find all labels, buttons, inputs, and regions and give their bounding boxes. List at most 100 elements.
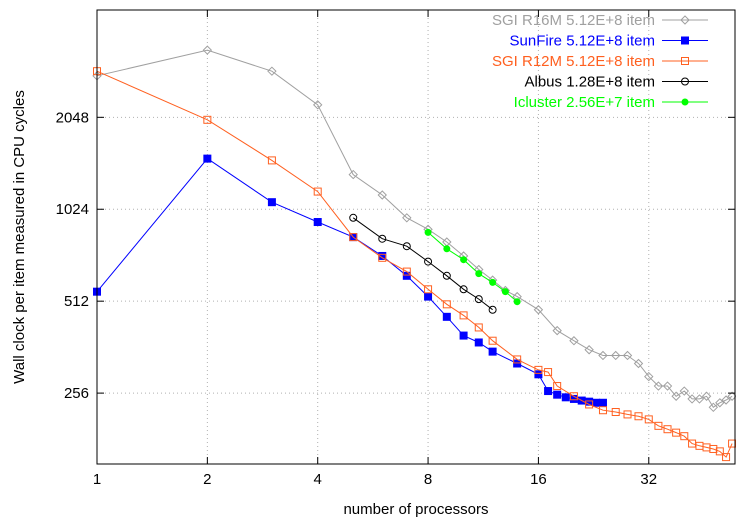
legend-marker: [681, 36, 689, 45]
data-point: [585, 400, 594, 409]
data-point: [489, 278, 497, 286]
data-point: [203, 154, 212, 163]
data-point: [442, 271, 451, 280]
series-line: [352, 217, 493, 311]
data-point: [424, 257, 433, 266]
data-point: [203, 115, 212, 124]
data-point: [680, 432, 689, 441]
data-point: [672, 428, 681, 437]
data-point: [715, 398, 725, 408]
legend-label: Icluster 2.56E+7 item: [514, 94, 655, 111]
data-point: [513, 359, 522, 368]
data-point: [202, 45, 213, 55]
data-point: [634, 412, 643, 421]
data-point: [378, 253, 387, 262]
data-point: [488, 336, 497, 345]
data-point: [611, 408, 620, 417]
data-point: [313, 100, 323, 110]
legend-marker: [681, 57, 689, 65]
y-tick-label: 2048: [56, 109, 89, 126]
data-point: [633, 358, 644, 369]
data-point: [709, 444, 718, 453]
data-point: [378, 234, 387, 243]
data-point: [460, 256, 468, 264]
series-4: [424, 228, 521, 306]
series-1: [93, 154, 607, 407]
data-point: [687, 394, 697, 404]
data-point: [442, 300, 451, 309]
data-point: [534, 365, 543, 374]
series-2: [93, 67, 736, 462]
data-point: [662, 381, 673, 391]
data-point: [459, 331, 468, 340]
data-point: [623, 410, 632, 419]
data-point: [348, 169, 358, 180]
data-point: [474, 295, 483, 304]
data-point: [349, 213, 358, 222]
data-point: [513, 298, 521, 306]
data-point: [349, 233, 358, 242]
data-point: [513, 355, 522, 364]
data-point: [569, 336, 579, 346]
x-axis-title: number of processors: [343, 501, 488, 518]
data-point: [679, 386, 690, 396]
data-point: [267, 66, 277, 76]
legend-marker: [680, 15, 690, 25]
data-point: [424, 292, 433, 301]
axis-ticks: 1 2 4 8 16 32 256 512 1024 2048: [56, 10, 735, 488]
data-point: [544, 387, 553, 396]
data-point: [267, 156, 276, 165]
data-point: [622, 350, 633, 361]
data-point: [488, 347, 497, 356]
data-point: [715, 447, 724, 456]
data-point: [402, 213, 412, 223]
series-line: [96, 70, 733, 458]
data-point: [569, 392, 578, 401]
data-point: [534, 370, 543, 379]
data-point: [644, 371, 654, 382]
data-point: [592, 398, 601, 407]
data-point: [475, 270, 483, 278]
data-point: [708, 402, 719, 413]
data-point: [402, 271, 411, 280]
data-point: [671, 391, 681, 401]
data-point: [533, 305, 544, 315]
y-tick-label: 512: [64, 293, 89, 310]
x-tick-label: 2: [203, 471, 211, 488]
series-line: [96, 157, 603, 404]
legend-label: SunFire 5.12E+8 item: [510, 33, 656, 50]
data-point: [663, 425, 672, 434]
data-point: [553, 382, 562, 391]
y-axis-title: Wall clock per item measured in CPU cycl…: [11, 90, 28, 384]
data-point: [553, 390, 562, 399]
data-point: [701, 391, 712, 401]
legend: SGI R16M 5.12E+8 item SunFire 5.12E+8 ite…: [492, 12, 708, 111]
data-point: [544, 368, 553, 377]
series-3: [349, 213, 497, 314]
data-point: [377, 190, 387, 200]
data-point: [424, 228, 432, 236]
data-point: [653, 381, 664, 391]
data-point: [561, 393, 570, 402]
x-tick-label: 1: [93, 471, 101, 488]
x-tick-label: 32: [640, 471, 657, 488]
data-point: [442, 312, 451, 321]
data-point: [402, 267, 411, 276]
legend-label: SGI R16M 5.12E+8 item: [492, 12, 655, 29]
x-tick-label: 16: [530, 471, 547, 488]
data-point: [424, 285, 433, 294]
data-point: [584, 345, 594, 355]
y-tick-label: 256: [64, 385, 89, 402]
data-point: [402, 242, 411, 251]
legend-marker: [681, 98, 689, 106]
x-tick-label: 4: [314, 471, 322, 488]
data-point: [721, 395, 731, 405]
data-point: [654, 421, 663, 430]
data-point: [598, 350, 608, 361]
legend-marker: [681, 77, 689, 86]
legend-label: SGI R12M 5.12E+8 item: [492, 53, 655, 70]
plot-series: [92, 45, 736, 462]
plot-frame: [96, 9, 736, 465]
data-point: [474, 323, 483, 332]
